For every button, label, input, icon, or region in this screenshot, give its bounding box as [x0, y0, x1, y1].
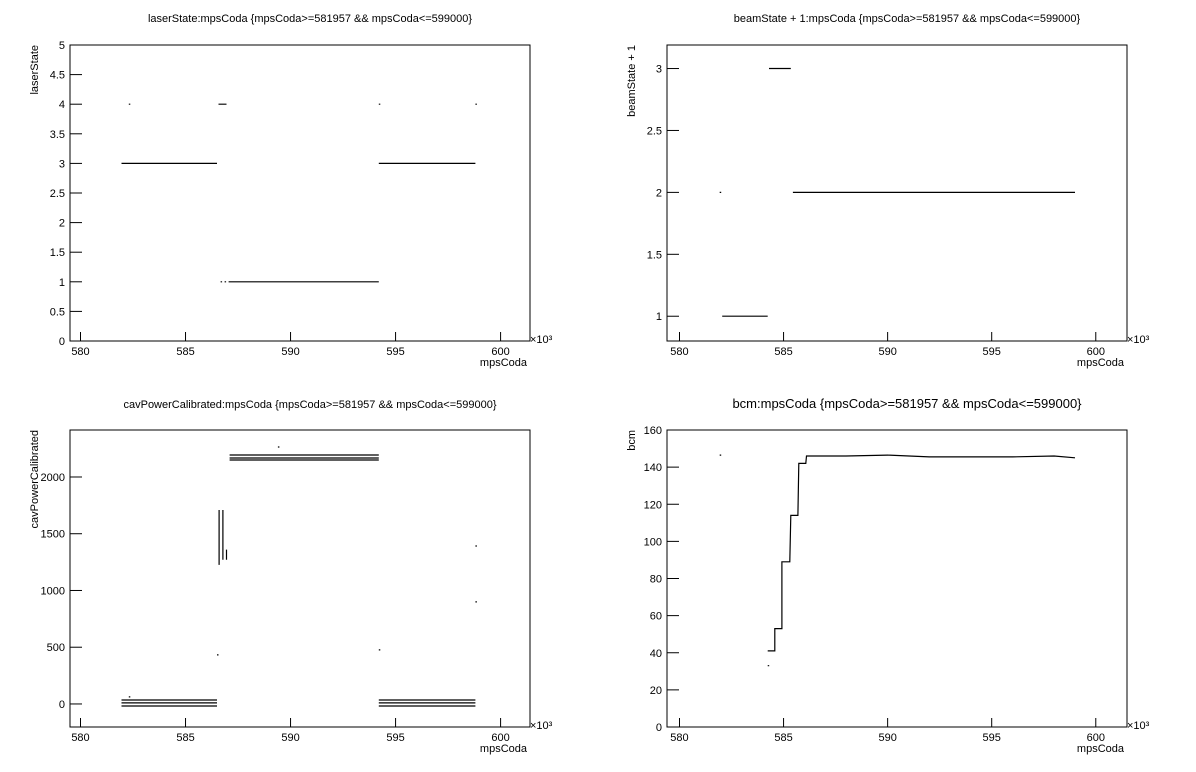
y-tick-label: 4 [59, 99, 65, 111]
y-tick-label: 500 [47, 642, 65, 654]
x-tick-label: 590 [281, 346, 299, 358]
x-axis-label: mpsCoda [480, 743, 528, 755]
y-tick-label: 0.5 [50, 306, 65, 318]
x-tick-label: 595 [386, 346, 404, 358]
y-axis-label: bcm [626, 430, 638, 451]
y-tick-label: 120 [644, 499, 662, 511]
y-tick-label: 140 [644, 462, 662, 474]
y-tick-label: 2.5 [50, 188, 65, 200]
x-exponent: ×10³ [1127, 334, 1150, 346]
plot-frame [666, 44, 1128, 342]
x-tick-label: 580 [71, 346, 89, 358]
x-tick-label: 600 [1087, 732, 1105, 744]
y-axis-label: laserState [29, 45, 41, 95]
y-tick-label: 1000 [41, 585, 65, 597]
data-line [719, 67, 1075, 317]
x-exponent: ×10³ [530, 720, 553, 732]
y-tick-label: 3.5 [50, 129, 65, 141]
x-tick-label: 600 [491, 346, 509, 358]
y-tick-label: 1 [59, 277, 65, 289]
y-tick-label: 4.5 [50, 70, 65, 82]
y-axis-label: beamState + 1 [626, 45, 638, 117]
plot-frame [69, 429, 531, 728]
x-tick-label: 585 [774, 732, 792, 744]
y-tick-label: 2 [59, 218, 65, 230]
y-tick-label: 60 [650, 611, 662, 623]
x-tick-label: 585 [176, 346, 194, 358]
x-tick-label: 595 [983, 346, 1001, 358]
x-tick-label: 595 [983, 732, 1001, 744]
y-tick-label: 1.5 [50, 247, 65, 259]
x-tick-label: 580 [71, 732, 89, 744]
y-tick-label: 2000 [41, 472, 65, 484]
y-tick-label: 0 [656, 722, 662, 734]
x-exponent: ×10³ [1127, 720, 1150, 732]
chart-title: bcm:mpsCoda {mpsCoda>=581957 && mpsCoda<… [732, 396, 1082, 411]
y-tick-label: 20 [650, 685, 662, 697]
x-axis-label: mpsCoda [1077, 743, 1125, 755]
data-line [719, 454, 1076, 667]
y-tick-label: 2 [656, 187, 662, 199]
y-tick-label: 100 [644, 536, 662, 548]
y-tick-label: 80 [650, 574, 662, 586]
y-tick-label: 3 [656, 64, 662, 76]
x-tick-label: 600 [1087, 346, 1105, 358]
x-tick-label: 590 [878, 732, 896, 744]
data-line [121, 446, 477, 707]
y-tick-label: 5 [59, 40, 65, 52]
data-line [121, 103, 477, 283]
chart-title: beamState + 1:mpsCoda {mpsCoda>=581957 &… [734, 13, 1081, 25]
y-tick-label: 2.5 [647, 125, 662, 137]
x-tick-label: 600 [491, 732, 509, 744]
x-tick-label: 590 [878, 346, 896, 358]
y-tick-label: 40 [650, 648, 662, 660]
y-tick-label: 160 [644, 425, 662, 437]
y-tick-label: 1500 [41, 529, 65, 541]
x-tick-label: 585 [774, 346, 792, 358]
x-exponent: ×10³ [530, 334, 553, 346]
y-tick-label: 0 [59, 699, 65, 711]
y-tick-label: 3 [59, 158, 65, 170]
chart-title: cavPowerCalibrated:mpsCoda {mpsCoda>=581… [123, 399, 496, 411]
y-axis-label: cavPowerCalibrated [29, 430, 41, 528]
x-axis-label: mpsCoda [480, 357, 528, 369]
y-tick-label: 0 [59, 336, 65, 348]
plot-frame [69, 44, 531, 342]
y-tick-label: 1.5 [647, 249, 662, 261]
x-tick-label: 585 [176, 732, 194, 744]
x-tick-label: 580 [670, 346, 688, 358]
x-tick-label: 590 [281, 732, 299, 744]
x-tick-label: 580 [670, 732, 688, 744]
x-axis-label: mpsCoda [1077, 357, 1125, 369]
plot-frame [666, 429, 1128, 728]
chart-title: laserState:mpsCoda {mpsCoda>=581957 && m… [148, 13, 472, 25]
x-tick-label: 595 [386, 732, 404, 744]
y-tick-label: 1 [656, 311, 662, 323]
